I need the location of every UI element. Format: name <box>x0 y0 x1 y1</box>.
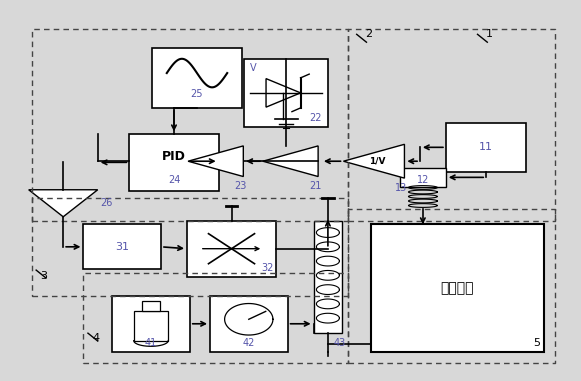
Text: 1: 1 <box>486 29 493 38</box>
Text: 32: 32 <box>261 263 273 273</box>
Text: 11: 11 <box>479 142 493 152</box>
Text: 1/V: 1/V <box>369 157 385 166</box>
Polygon shape <box>263 146 318 176</box>
Text: 3: 3 <box>40 271 47 281</box>
Text: 22: 22 <box>310 113 322 123</box>
Text: 13: 13 <box>395 183 407 193</box>
Text: 42: 42 <box>243 338 255 348</box>
Bar <box>130 134 218 190</box>
Bar <box>400 168 446 187</box>
Text: 41: 41 <box>145 338 157 348</box>
Polygon shape <box>266 78 300 107</box>
Polygon shape <box>28 190 98 217</box>
Polygon shape <box>188 146 243 176</box>
Bar <box>371 224 544 352</box>
Bar <box>142 301 160 311</box>
Bar <box>210 296 288 352</box>
Text: 2: 2 <box>365 29 372 38</box>
Bar <box>83 224 161 269</box>
Bar <box>446 123 526 172</box>
Text: 25: 25 <box>191 88 203 99</box>
Bar <box>112 296 190 352</box>
Bar <box>187 221 276 277</box>
Text: 43: 43 <box>333 338 346 348</box>
Bar <box>245 59 328 126</box>
Text: 5: 5 <box>533 338 540 348</box>
Text: PID: PID <box>162 150 186 163</box>
Text: 真空系统: 真空系统 <box>440 281 474 295</box>
Text: 23: 23 <box>234 181 247 191</box>
Text: 24: 24 <box>168 175 180 185</box>
Bar <box>314 221 342 333</box>
Bar <box>152 48 242 108</box>
Bar <box>134 311 168 341</box>
Text: 4: 4 <box>92 333 99 343</box>
Text: 31: 31 <box>115 242 129 252</box>
Polygon shape <box>343 144 404 178</box>
Text: 21: 21 <box>309 181 321 191</box>
Text: 12: 12 <box>417 175 429 185</box>
Text: V: V <box>250 63 257 73</box>
Text: 26: 26 <box>101 198 113 208</box>
